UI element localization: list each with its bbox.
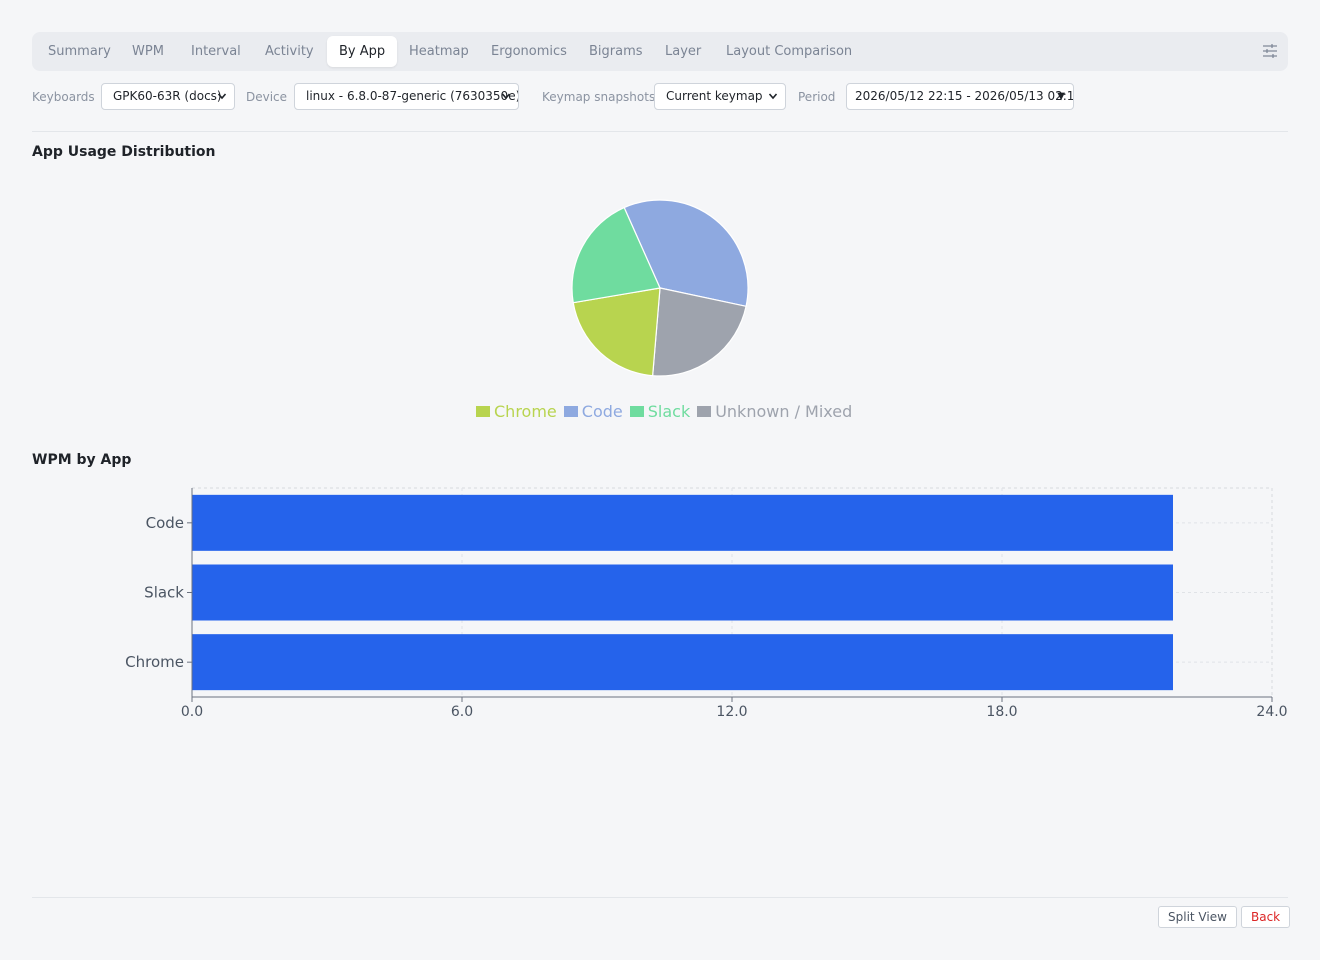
keyboards-select-value: GPK60-63R (docs) [113,89,222,103]
y-tick-label: Slack [144,584,184,602]
filter-bar: Keyboards GPK60-63R (docs) Device linux … [32,83,1288,111]
tab-layout-comparison[interactable]: Layout Comparison [726,44,853,59]
bar-chrome[interactable] [192,634,1173,691]
tab-wpm[interactable]: WPM [132,44,164,59]
keymap-select[interactable]: Current keymap [654,83,786,110]
tab-layer[interactable]: Layer [665,44,702,59]
x-tick-label: 18.0 [986,704,1017,720]
x-tick-label: 0.0 [181,704,203,720]
tab-summary[interactable]: Summary [48,44,111,59]
wpm-by-app-bar-chart: 0.0 6.0 12.0 18.0 24.0 Code Slack Chrome [125,487,1288,720]
keymap-select-value: Current keymap [666,89,763,103]
legend-swatch [476,406,490,417]
period-picker[interactable]: 2026/05/12 22:15 - 2026/05/13 02:15 ▼ [846,83,1074,110]
x-tick-label: 6.0 [451,704,473,720]
legend-item-chrome[interactable]: Chrome [476,402,557,421]
pie-slice-slack[interactable] [571,206,661,304]
x-tick-label: 12.0 [716,704,747,720]
pie-legend: Chrome Code Slack Unknown / Mixed [476,401,859,423]
back-button[interactable]: Back [1241,906,1291,928]
legend-label: Slack [647,402,691,421]
divider [32,897,1288,898]
keyboards-select[interactable]: GPK60-63R (docs) [101,83,235,110]
divider [32,131,1288,132]
legend-item-code[interactable]: Code [563,402,623,421]
legend-swatch [629,406,644,417]
keyboards-label: Keyboards [32,90,95,104]
tab-ergonomics[interactable]: Ergonomics [491,44,567,59]
bar-slack[interactable] [192,564,1173,621]
device-select-value: linux - 6.8.0-87-generic (7630350e) [306,89,519,103]
bar-code[interactable] [192,494,1173,551]
legend-swatch [563,406,578,417]
legend-swatch [697,406,712,417]
legend-label: Code [581,402,623,421]
tab-by-app[interactable]: By App [327,36,398,67]
tab-interval[interactable]: Interval [191,44,241,59]
legend-label: Unknown / Mixed [715,402,853,421]
tab-bar: Summary WPM Interval Activity By App Hea… [32,32,1288,71]
device-select[interactable]: linux - 6.8.0-87-generic (7630350e) [294,83,519,110]
tab-bigrams[interactable]: Bigrams [589,44,643,59]
y-tick-label: Chrome [125,653,184,671]
device-label: Device [246,90,288,104]
chevron-down-icon [217,93,227,100]
bar-section-title: WPM by App [32,452,132,468]
keymap-label: Keymap snapshots [542,90,656,104]
pie-slice-code[interactable] [623,199,749,308]
legend-label: Chrome [494,402,557,421]
pie-slice-unknown-mixed[interactable] [651,287,747,377]
y-tick-label: Code [146,514,184,532]
tab-activity[interactable]: Activity [265,44,314,59]
legend-item-unknown-mixed[interactable]: Unknown / Mixed [697,402,852,421]
x-tick-label: 24.0 [1256,704,1287,720]
period-label: Period [798,90,836,104]
sliders-icon[interactable] [1262,43,1278,59]
pie-slice-chrome[interactable] [572,287,661,377]
period-value: 2026/05/12 22:15 - 2026/05/13 02:15 [855,89,1074,103]
app-usage-pie-chart [571,199,749,377]
caret-down-icon: ▼ [1057,91,1065,102]
split-view-button[interactable]: Split View [1158,906,1237,928]
tab-heatmap[interactable]: Heatmap [409,44,469,59]
pie-section-title: App Usage Distribution [32,144,216,160]
chevron-down-icon [501,93,511,100]
legend-item-slack[interactable]: Slack [629,402,691,421]
chevron-down-icon [768,93,778,100]
